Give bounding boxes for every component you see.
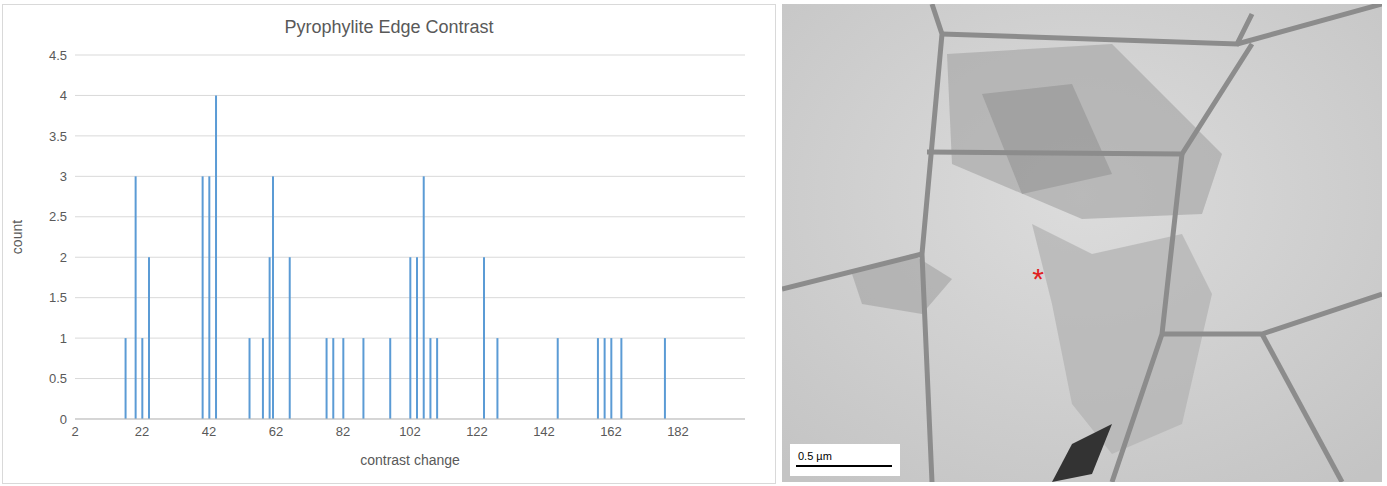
svg-text:102: 102 bbox=[399, 424, 421, 439]
svg-text:contrast change: contrast change bbox=[360, 452, 460, 468]
svg-text:62: 62 bbox=[269, 424, 283, 439]
svg-text:2: 2 bbox=[71, 424, 78, 439]
svg-text:count: count bbox=[9, 220, 25, 254]
svg-text:*: * bbox=[1032, 262, 1044, 295]
svg-text:4.5: 4.5 bbox=[49, 49, 67, 63]
svg-text:2.5: 2.5 bbox=[49, 209, 67, 224]
svg-text:142: 142 bbox=[533, 424, 555, 439]
svg-text:4: 4 bbox=[60, 88, 67, 103]
html-text:Pyrophylite Edge Contrast: Pyrophylite Edge Contrast bbox=[284, 17, 494, 37]
svg-text:0.5: 0.5 bbox=[49, 371, 67, 386]
svg-text:2: 2 bbox=[60, 250, 67, 265]
svg-text:22: 22 bbox=[135, 424, 149, 439]
svg-text:0: 0 bbox=[60, 412, 67, 427]
svg-text:1: 1 bbox=[60, 331, 67, 346]
svg-text:82: 82 bbox=[336, 424, 350, 439]
svg-text:122: 122 bbox=[466, 424, 488, 439]
svg-text:0.5 µm: 0.5 µm bbox=[798, 450, 832, 462]
svg-text:182: 182 bbox=[667, 424, 689, 439]
svg-text:1.5: 1.5 bbox=[49, 290, 67, 305]
svg-text:42: 42 bbox=[202, 424, 216, 439]
svg-text:3: 3 bbox=[60, 169, 67, 184]
svg-text:162: 162 bbox=[600, 424, 622, 439]
svg-text:3.5: 3.5 bbox=[49, 129, 67, 144]
